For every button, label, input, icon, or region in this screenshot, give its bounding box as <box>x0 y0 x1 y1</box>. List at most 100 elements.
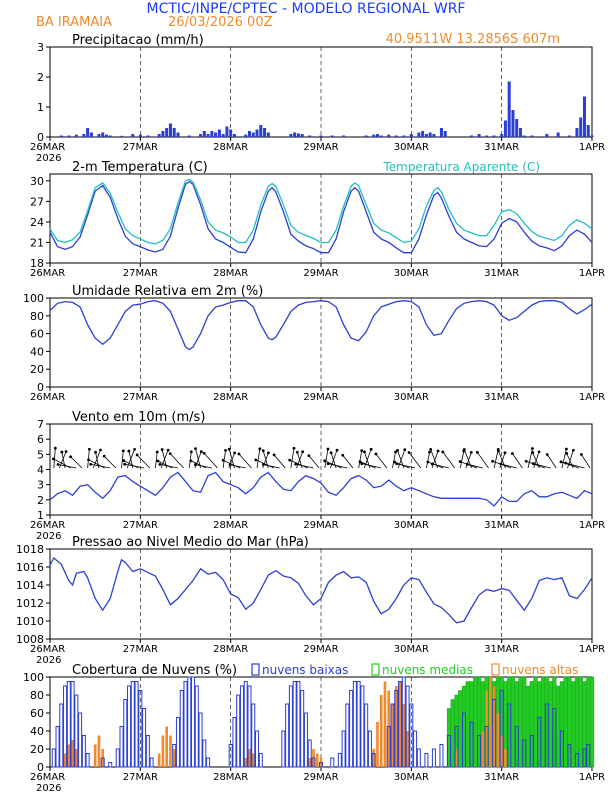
cloud-low-bar <box>303 712 308 768</box>
cloud-high-bar <box>165 726 168 767</box>
precip-bar <box>176 132 180 137</box>
y-tick-label: 80 <box>30 689 44 702</box>
y-tick-label: 24 <box>30 216 44 229</box>
wind-arrow <box>363 449 372 469</box>
wind-arrow <box>203 452 218 469</box>
wind-arrow-head <box>261 463 265 466</box>
wind-arrow-head <box>499 462 503 466</box>
precip-bar <box>247 131 251 137</box>
cloud-low-bar <box>356 681 361 768</box>
cloud-low-bar <box>172 744 177 768</box>
cloud-low-bar <box>187 676 192 768</box>
legend-label: nuvens baixas <box>262 663 348 677</box>
x-tick-label: 31MAR <box>484 520 519 531</box>
cloud-low-bar <box>424 753 429 768</box>
wind-arrow <box>238 453 252 469</box>
wind-arrow <box>459 450 465 469</box>
wind-arrow <box>533 451 540 469</box>
temperature-title: 2-m Temperatura (C) <box>72 160 208 175</box>
precip-bar <box>206 134 210 137</box>
cloud-high-bar <box>63 753 67 767</box>
wind-arrow-head <box>189 459 193 463</box>
precipitation-panel: 0 1 2 3 26MAR 27MAR 28MAR 29MAR 30MAR 31MAR 1APR 20… <box>30 33 605 164</box>
precip-bar <box>319 135 323 137</box>
wind-arrow-head <box>524 459 528 463</box>
precip-bar <box>379 135 383 137</box>
x-tick-label: 1APR <box>579 520 605 531</box>
cloud-low-bar <box>439 744 444 768</box>
legend-label: nuvens altas <box>502 663 578 677</box>
y-tick-label: 0 <box>37 131 44 144</box>
cloud-medium-bar <box>548 681 553 768</box>
cloud-low-bar <box>175 717 180 768</box>
wind-arrow-head <box>292 446 296 450</box>
wind-arrow-head <box>511 452 514 455</box>
precip-bar <box>575 128 579 137</box>
wind-arrow <box>70 456 83 469</box>
wind-arrow-head <box>288 458 292 462</box>
cloud-low-bar <box>586 744 591 768</box>
x-tick-label: 26MAR <box>30 644 65 655</box>
wind-arrow <box>527 448 533 469</box>
cloud-high-bar <box>402 704 406 767</box>
precip-bar <box>424 134 428 137</box>
precip-bar <box>443 131 447 137</box>
precip-bar <box>217 129 221 137</box>
wind-title: Vento em 10m (m/s) <box>72 410 205 425</box>
cloud-low-bar <box>454 726 459 768</box>
precip-bar <box>221 134 225 137</box>
wind-arrow <box>169 453 184 469</box>
cloud-low-bar <box>55 726 60 768</box>
cloud-low-bar <box>206 757 211 768</box>
wind-arrow-head <box>166 448 170 452</box>
wind-arrow-head <box>571 448 575 452</box>
wind-arrow-head <box>335 448 339 452</box>
wind-arrow <box>295 463 314 469</box>
precip-bar <box>545 134 549 137</box>
cloud-low-bar <box>130 681 135 768</box>
cloud-low-bar <box>74 694 79 768</box>
precip-bar <box>266 132 270 137</box>
cloud-high-bar <box>387 690 391 767</box>
cloud-low-bar <box>100 757 105 768</box>
wind-arrow-head <box>233 451 237 455</box>
precip-bar <box>421 131 425 137</box>
x-tick-label: 29MAR <box>303 142 338 153</box>
wind-arrow-head <box>465 462 469 466</box>
wind-arrow <box>324 448 329 469</box>
cloud-medium-bar <box>563 676 568 768</box>
wind-arrow-head <box>228 463 232 467</box>
cloud-cover-title: Cobertura de Nuvens (%) <box>72 663 237 678</box>
cloud-medium-bar <box>533 676 538 768</box>
wind-arrow <box>358 450 363 469</box>
y-tick-label: 100 <box>23 292 44 305</box>
cloud-low-bar <box>364 703 369 768</box>
x-tick-label: 28MAR <box>213 772 248 783</box>
precip-bar <box>428 132 432 137</box>
cloud-low-bar <box>345 703 350 768</box>
precip-bar <box>97 134 101 137</box>
precip-bar <box>492 135 496 137</box>
wind-arrow-head <box>133 448 136 451</box>
precip-bar <box>214 132 218 137</box>
cloud-high-bar <box>169 735 172 767</box>
cloud-low-bar <box>127 685 132 768</box>
precip-bar <box>530 135 534 137</box>
wind-arrow-head <box>428 450 431 454</box>
wind-arrow-head <box>559 460 563 464</box>
precip-bar <box>259 125 263 137</box>
cloud-high-bar <box>504 749 507 767</box>
wind-arrow-head <box>199 450 203 454</box>
precip-bar <box>146 135 150 137</box>
y-tick-label: 1012 <box>16 597 44 610</box>
cloud-high-bar <box>251 753 255 767</box>
x-tick-label: 30MAR <box>394 142 429 153</box>
cloud-high-bar <box>97 735 101 767</box>
cloud-low-bar <box>307 739 312 768</box>
wind-arrow-head <box>52 457 55 461</box>
wind-arrow-head <box>565 447 568 451</box>
cloud-low-bar <box>544 703 549 768</box>
precip-bar <box>522 135 526 137</box>
precip-bar <box>157 134 161 137</box>
wind-arrow-head <box>102 454 106 458</box>
